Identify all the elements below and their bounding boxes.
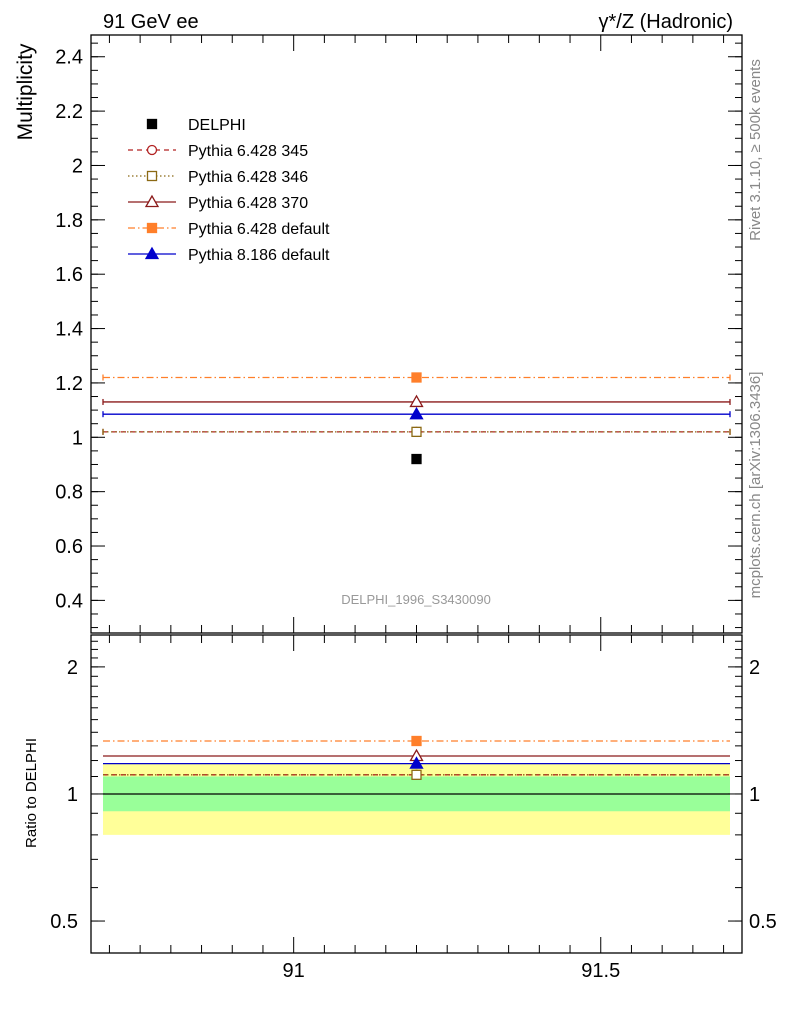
legend-marker-p345 (146, 144, 158, 156)
rivet-version-label: Rivet 3.1.10, ≥ 500k events (747, 59, 764, 241)
main-y-tick-label: 2.2 (55, 101, 83, 123)
ratio-y-tick-label-right: 2 (749, 657, 760, 679)
main-y-tick-label: 1.4 (55, 319, 83, 341)
legend-marker-p370 (144, 194, 160, 208)
main-y-tick-label: 2 (72, 155, 83, 177)
ratio-y-axis-label: Ratio to DELPHI (23, 738, 40, 848)
x-tick-label: 91.5 (581, 960, 620, 982)
chart-title-left: 91 GeV ee (103, 11, 199, 33)
legend-marker-data (146, 118, 158, 130)
legend-marker-p346 (146, 170, 158, 182)
mcplots-label: mcplots.cern.ch [arXiv:1306.3436] (747, 372, 764, 599)
main-y-tick-label: 0.6 (55, 536, 83, 558)
ratio-point-p346 (411, 769, 422, 780)
main-y-tick-label: 2.4 (55, 47, 83, 69)
main-panel: 0.4 0.6 0.8 1 1.2 1.4 1.6 1.8 2 2.2 2.4 (55, 34, 743, 634)
legend-label-p345: Pythia 6.428 345 (188, 143, 308, 160)
ratio-y-tick-label-right: 0.5 (749, 911, 777, 933)
x-tick-label: 91 (283, 960, 305, 982)
ratio-panel: 0.5 0.5 1 1 2 2 91 91.5 (50, 634, 777, 982)
ratio-y-tick-label: 2 (67, 657, 78, 679)
data-point-delphi (411, 453, 422, 465)
ratio-point-p6default (411, 735, 422, 747)
main-y-tick-label: 0.4 (55, 590, 83, 612)
main-y-tick-label: 1.2 (55, 373, 83, 395)
chart-title-right: γ*/Z (Hadronic) (599, 11, 733, 33)
data-point-p346 (411, 426, 422, 438)
main-y-axis-label: Multiplicity (14, 43, 37, 140)
legend-marker-p8default (144, 246, 160, 260)
analysis-watermark: DELPHI_1996_S3430090 (341, 592, 491, 607)
legend-label-p346: Pythia 6.428 346 (188, 169, 308, 186)
legend-label-p6default: Pythia 6.428 default (188, 221, 330, 238)
ratio-y-tick-label-right: 1 (749, 784, 760, 806)
data-point-p370 (409, 394, 424, 408)
ratio-y-tick-label: 1 (67, 784, 78, 806)
legend-label-p370: Pythia 6.428 370 (188, 195, 308, 212)
main-y-tick-label: 0.8 (55, 482, 83, 504)
legend: DELPHI Pythia 6.428 345 Pythia 6.428 346 Py… (128, 117, 330, 264)
main-y-tick-label: 1.6 (55, 264, 83, 286)
data-point-p8default (409, 406, 424, 420)
legend-marker-p6default (146, 222, 158, 234)
ratio-y-tick-label: 0.5 (50, 911, 78, 933)
legend-label-p8default: Pythia 8.186 default (188, 247, 330, 264)
data-point-p6default (411, 372, 422, 383)
ratio-point-p8default (409, 756, 424, 769)
main-y-tick-label: 1 (72, 427, 83, 449)
main-y-tick-label: 1.8 (55, 210, 83, 232)
legend-label-data: DELPHI (188, 117, 246, 134)
